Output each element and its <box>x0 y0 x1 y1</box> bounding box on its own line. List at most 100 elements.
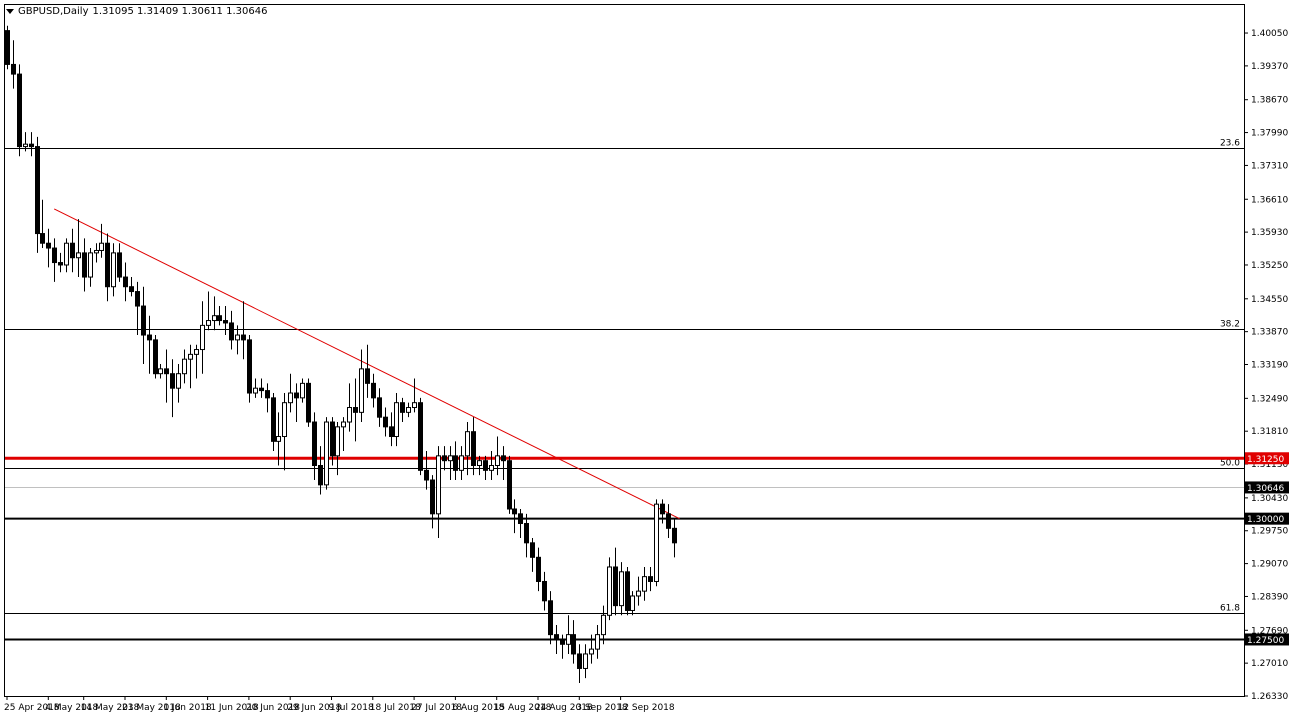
candle-body <box>613 566 618 607</box>
y-tick-label: 1.35930 <box>1251 228 1288 238</box>
candle <box>607 557 612 621</box>
candle <box>560 634 565 659</box>
candle <box>365 344 370 398</box>
candle-body <box>442 455 447 462</box>
candle <box>471 417 476 476</box>
candle-body <box>306 382 311 423</box>
candle-body <box>46 242 51 249</box>
candle-body <box>135 291 140 307</box>
candle <box>223 306 228 336</box>
y-tick-label: 1.27010 <box>1251 659 1288 669</box>
candle <box>495 436 500 476</box>
candle-body <box>548 600 553 636</box>
candle-body <box>453 455 458 471</box>
candle <box>194 344 199 379</box>
candle <box>583 644 588 679</box>
candle <box>418 397 423 476</box>
candle <box>235 325 240 355</box>
candle-body <box>660 503 665 515</box>
candle <box>241 301 246 360</box>
candle <box>507 455 512 514</box>
x-tick-label: 1 Jun 2018 <box>163 703 212 713</box>
candle-body <box>418 402 423 471</box>
candle <box>666 504 671 538</box>
candle-body <box>465 431 470 457</box>
plot-area[interactable] <box>4 4 1245 697</box>
candle <box>324 417 329 490</box>
candle-body <box>312 421 317 467</box>
candle-body <box>371 382 376 399</box>
candle <box>389 412 394 447</box>
candle-body <box>589 648 594 655</box>
candle-body <box>265 390 270 399</box>
candle-body <box>288 392 293 404</box>
candle <box>347 383 352 432</box>
candle-body <box>448 455 453 462</box>
candle <box>288 373 293 413</box>
candle <box>29 132 34 157</box>
price-tag-red-label: 1.31250 <box>1247 455 1284 465</box>
candle <box>436 446 441 538</box>
candle-body <box>583 653 588 669</box>
candle-body <box>223 320 228 324</box>
candle <box>424 451 429 490</box>
dropdown-triangle-icon[interactable] <box>6 9 14 14</box>
candle-body <box>389 426 394 438</box>
price-tag-black <box>1245 633 1289 646</box>
candle-body <box>29 143 34 148</box>
y-tick-label: 1.33190 <box>1251 361 1288 371</box>
candle <box>512 499 517 534</box>
y-tick-label: 1.39370 <box>1251 62 1288 72</box>
candle <box>459 446 464 481</box>
candle-body <box>495 455 500 467</box>
candle <box>212 296 217 331</box>
trendline-layer <box>53 208 680 520</box>
candle <box>648 566 653 592</box>
candle <box>383 407 388 437</box>
y-tick-label: 1.40050 <box>1251 29 1288 39</box>
candle <box>518 508 523 538</box>
candle <box>105 233 110 302</box>
candle <box>318 446 323 495</box>
candle-body <box>394 402 399 438</box>
candles-layer <box>5 25 677 683</box>
x-tick-label: 25 Apr 2018 <box>4 703 60 713</box>
y-tick-label: 1.35250 <box>1251 261 1288 271</box>
candle <box>82 238 87 292</box>
candle-body <box>170 373 175 389</box>
candle <box>64 238 69 273</box>
candle-body <box>648 576 653 582</box>
candle-body <box>88 252 93 278</box>
candle <box>88 248 93 287</box>
levels-layer: 23.6 38.2 50.0 61.8 <box>5 139 1244 641</box>
candle <box>554 624 559 654</box>
candle <box>453 441 458 481</box>
candle <box>630 591 635 616</box>
y-tick-label: 1.29750 <box>1251 527 1288 537</box>
candle <box>566 615 571 654</box>
candle-body <box>400 402 405 413</box>
candle-body <box>518 513 523 524</box>
candle <box>158 364 163 379</box>
candle <box>46 228 51 268</box>
candle <box>35 136 40 253</box>
candle-body <box>217 315 222 322</box>
candle-body <box>200 324 205 351</box>
price-tag-black-label: 1.27500 <box>1247 636 1284 646</box>
symbol-header[interactable]: GBPUSD,Daily 1.31095 1.31409 1.30611 1.3… <box>6 6 267 17</box>
candle-body <box>412 402 417 409</box>
y-tick-label: 1.38670 <box>1251 96 1288 106</box>
candle-body <box>259 387 264 392</box>
candle-body <box>235 334 240 341</box>
candle <box>412 378 417 413</box>
y-tick-label: 1.33870 <box>1251 328 1288 338</box>
candle <box>52 238 57 282</box>
candle-body <box>542 580 547 602</box>
candle-body <box>353 407 358 413</box>
candle <box>141 286 146 365</box>
candle-body <box>253 387 258 394</box>
ohlc-readout: 1.31095 1.31409 1.30611 1.30646 <box>92 6 268 17</box>
candle <box>306 378 311 427</box>
